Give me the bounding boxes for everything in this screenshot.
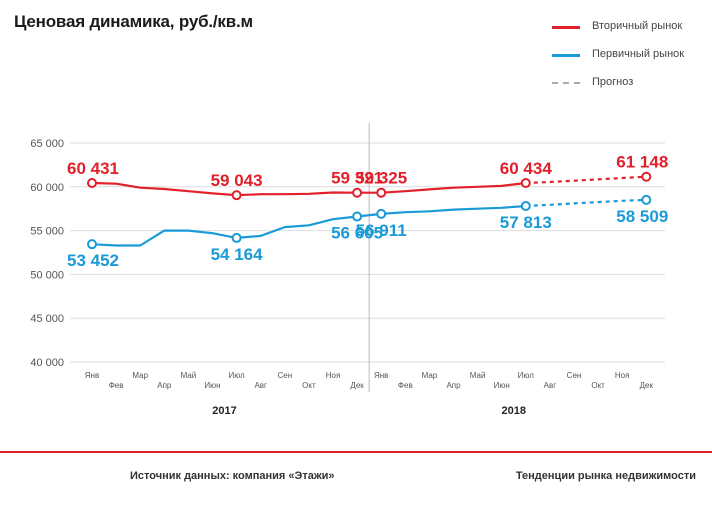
- x-tick-label: Май: [470, 371, 486, 380]
- x-tick-label: Янв: [85, 371, 99, 380]
- series-line-primary: [91, 204, 526, 247]
- x-tick-label: Ноя: [326, 371, 341, 380]
- data-point-primary: [641, 194, 652, 205]
- x-tick-label: Июл: [228, 371, 245, 380]
- y-tick-label: 50 000: [30, 269, 64, 281]
- data-label-primary: 56 605: [331, 224, 383, 243]
- x-tick-label: Окт: [302, 381, 316, 390]
- y-tick-label: 40 000: [30, 357, 64, 369]
- year-label: 2017: [212, 405, 236, 417]
- x-tick-label: Дек: [640, 381, 654, 390]
- data-label-secondary: 60 431: [67, 159, 119, 178]
- data-point-secondary: [231, 190, 242, 201]
- y-tick-label: 55 000: [30, 226, 64, 238]
- x-tick-label: Июл: [518, 371, 535, 380]
- x-tick-label: Авг: [544, 381, 557, 390]
- data-label-primary: 56 911: [356, 221, 407, 240]
- x-tick-label: Ноя: [615, 371, 630, 380]
- data-point-primary: [520, 200, 531, 211]
- data-label-primary: 58 509: [616, 207, 668, 226]
- data-point-primary: [376, 208, 387, 219]
- data-label-secondary: 61 148: [616, 153, 668, 172]
- data-label-primary: 54 164: [211, 245, 264, 264]
- data-label-primary: 57 813: [500, 213, 552, 232]
- data-point-secondary: [352, 187, 363, 198]
- x-tick-label: Фев: [109, 381, 124, 390]
- legend-label-primary: Первичный рынок: [592, 48, 685, 60]
- legend-swatch-primary: [552, 54, 580, 57]
- data-label-secondary: 60 434: [500, 159, 553, 178]
- legend-swatch-forecast: [552, 82, 580, 84]
- x-tick-label: Июн: [494, 381, 510, 390]
- chart-title: Ценовая динамика, руб./кв.м: [14, 12, 253, 31]
- y-tick-label: 65 000: [30, 138, 64, 150]
- x-tick-label: Янв: [374, 371, 388, 380]
- data-label-secondary: 59 321: [331, 169, 383, 188]
- legend-swatch-secondary: [552, 26, 580, 29]
- y-tick-label: 45 000: [30, 313, 64, 325]
- x-tick-label: Апр: [157, 381, 172, 390]
- legend-label-secondary: Вторичный рынок: [592, 20, 683, 32]
- x-tick-label: Фев: [398, 381, 413, 390]
- data-point-secondary: [376, 187, 387, 198]
- data-label-secondary: 59 325: [355, 169, 407, 188]
- brand-caption: Тенденции рынка недвижимости: [515, 470, 696, 482]
- y-tick-label: 60 000: [30, 182, 64, 194]
- data-point-secondary: [520, 177, 531, 188]
- x-tick-label: Апр: [446, 381, 461, 390]
- data-point-primary: [87, 239, 97, 250]
- x-tick-label: Окт: [591, 381, 605, 390]
- data-point-secondary: [87, 178, 97, 189]
- x-tick-label: Мар: [422, 371, 438, 380]
- series-forecast-primary: [525, 198, 647, 208]
- x-tick-label: Мар: [132, 371, 148, 380]
- footer-divider: [0, 451, 712, 453]
- data-point-primary: [352, 211, 363, 222]
- x-tick-label: Май: [181, 371, 197, 380]
- data-point-primary: [231, 232, 242, 243]
- x-tick-label: Июн: [204, 381, 220, 390]
- legend-label-forecast: Прогноз: [592, 76, 634, 88]
- x-tick-label: Дек: [350, 381, 364, 390]
- x-tick-label: Сен: [277, 371, 292, 380]
- data-point-secondary: [641, 171, 652, 182]
- x-tick-label: Авг: [254, 381, 267, 390]
- x-tick-label: Сен: [567, 371, 582, 380]
- data-source: Источник данных: компания «Этажи»: [130, 470, 335, 482]
- series-line-secondary: [91, 181, 526, 197]
- data-label-secondary: 59 043: [211, 171, 263, 190]
- data-label-primary: 53 452: [67, 251, 119, 270]
- year-label: 2018: [502, 405, 526, 417]
